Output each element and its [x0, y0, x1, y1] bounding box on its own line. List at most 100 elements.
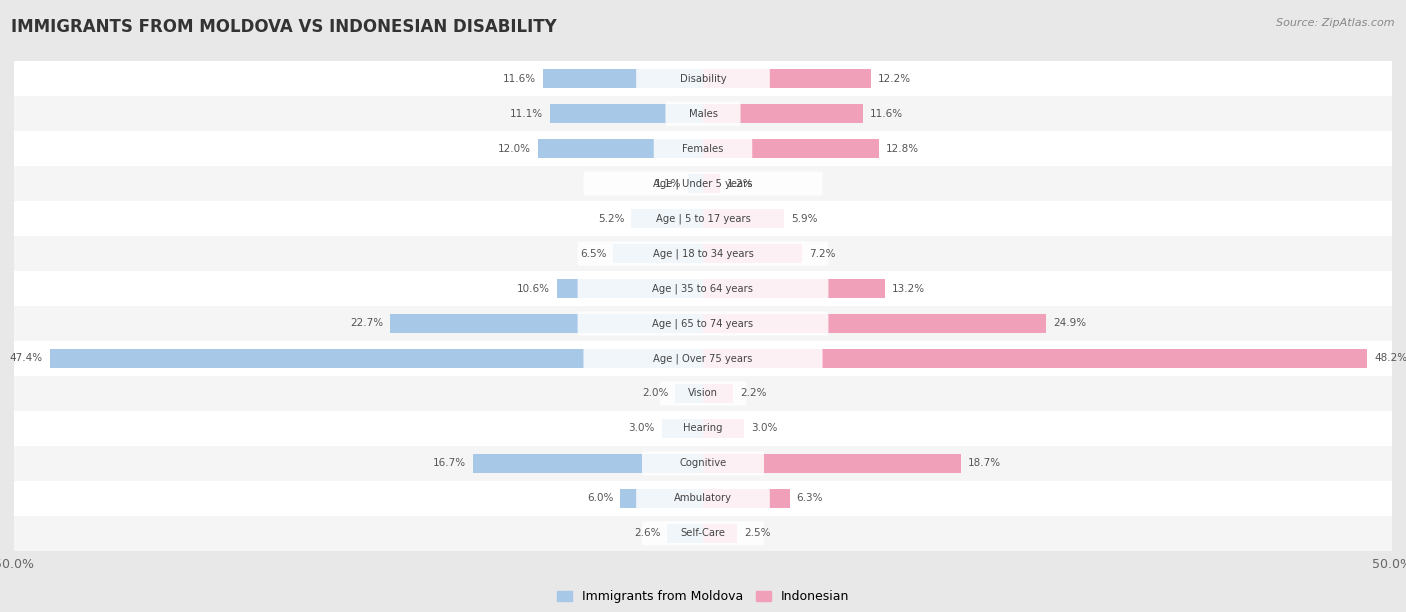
Bar — [391, 314, 703, 333]
Bar — [703, 174, 720, 193]
Bar — [631, 209, 703, 228]
Legend: Immigrants from Moldova, Indonesian: Immigrants from Moldova, Indonesian — [553, 585, 853, 608]
Bar — [703, 104, 863, 123]
Bar — [703, 349, 1367, 368]
Text: 11.6%: 11.6% — [870, 109, 903, 119]
FancyBboxPatch shape — [0, 306, 1406, 341]
Bar — [703, 244, 803, 263]
Text: 6.3%: 6.3% — [797, 493, 823, 503]
Text: Source: ZipAtlas.com: Source: ZipAtlas.com — [1277, 18, 1395, 28]
Text: 2.5%: 2.5% — [744, 528, 770, 539]
Text: 12.2%: 12.2% — [877, 73, 911, 84]
Bar — [675, 384, 703, 403]
Text: Age | 5 to 17 years: Age | 5 to 17 years — [655, 214, 751, 224]
Text: 2.0%: 2.0% — [643, 389, 669, 398]
FancyBboxPatch shape — [0, 96, 1406, 131]
Text: Age | Over 75 years: Age | Over 75 years — [654, 353, 752, 364]
Text: 1.1%: 1.1% — [654, 179, 681, 188]
Text: 11.6%: 11.6% — [503, 73, 536, 84]
FancyBboxPatch shape — [0, 411, 1406, 446]
Bar — [620, 489, 703, 508]
FancyBboxPatch shape — [665, 102, 741, 125]
FancyBboxPatch shape — [583, 171, 823, 196]
FancyBboxPatch shape — [654, 136, 752, 161]
Bar — [703, 453, 960, 473]
Text: 48.2%: 48.2% — [1374, 354, 1406, 364]
Text: 12.8%: 12.8% — [886, 144, 920, 154]
FancyBboxPatch shape — [659, 381, 747, 406]
Text: 1.2%: 1.2% — [727, 179, 754, 188]
Text: Ambulatory: Ambulatory — [673, 493, 733, 503]
FancyBboxPatch shape — [654, 416, 752, 441]
Text: Age | 35 to 64 years: Age | 35 to 64 years — [652, 283, 754, 294]
FancyBboxPatch shape — [643, 521, 763, 545]
FancyBboxPatch shape — [578, 242, 828, 266]
Bar — [703, 489, 790, 508]
FancyBboxPatch shape — [0, 516, 1406, 551]
FancyBboxPatch shape — [578, 312, 828, 335]
Text: 3.0%: 3.0% — [751, 424, 778, 433]
FancyBboxPatch shape — [0, 271, 1406, 306]
FancyBboxPatch shape — [583, 346, 823, 370]
Text: 12.0%: 12.0% — [498, 144, 531, 154]
Bar — [472, 453, 703, 473]
Text: Age | 18 to 34 years: Age | 18 to 34 years — [652, 248, 754, 259]
Text: 24.9%: 24.9% — [1053, 318, 1085, 329]
FancyBboxPatch shape — [0, 481, 1406, 516]
Text: Hearing: Hearing — [683, 424, 723, 433]
Text: 18.7%: 18.7% — [967, 458, 1001, 468]
Text: 11.1%: 11.1% — [510, 109, 543, 119]
FancyBboxPatch shape — [0, 341, 1406, 376]
Bar — [557, 279, 703, 298]
Text: Females: Females — [682, 144, 724, 154]
FancyBboxPatch shape — [0, 376, 1406, 411]
Bar — [703, 209, 785, 228]
Bar — [703, 384, 734, 403]
FancyBboxPatch shape — [0, 201, 1406, 236]
Text: Vision: Vision — [688, 389, 718, 398]
Text: 10.6%: 10.6% — [517, 283, 550, 294]
Bar — [543, 69, 703, 88]
FancyBboxPatch shape — [0, 131, 1406, 166]
Bar — [703, 419, 744, 438]
Text: Age | Under 5 years: Age | Under 5 years — [654, 178, 752, 189]
Bar — [688, 174, 703, 193]
Bar — [703, 69, 872, 88]
FancyBboxPatch shape — [578, 277, 828, 300]
Text: 16.7%: 16.7% — [433, 458, 465, 468]
FancyBboxPatch shape — [0, 236, 1406, 271]
FancyBboxPatch shape — [0, 166, 1406, 201]
Text: 7.2%: 7.2% — [808, 248, 835, 258]
Text: 13.2%: 13.2% — [891, 283, 925, 294]
Text: Cognitive: Cognitive — [679, 458, 727, 468]
Text: 6.5%: 6.5% — [581, 248, 606, 258]
Text: 2.2%: 2.2% — [740, 389, 766, 398]
Bar — [668, 524, 703, 543]
Text: 5.2%: 5.2% — [598, 214, 624, 223]
Bar — [662, 419, 703, 438]
Text: Disability: Disability — [679, 73, 727, 84]
Text: 2.6%: 2.6% — [634, 528, 661, 539]
Text: 47.4%: 47.4% — [10, 354, 44, 364]
FancyBboxPatch shape — [636, 67, 770, 91]
Text: 3.0%: 3.0% — [628, 424, 655, 433]
Bar — [703, 314, 1046, 333]
FancyBboxPatch shape — [636, 487, 770, 510]
Text: 22.7%: 22.7% — [350, 318, 384, 329]
Text: 5.9%: 5.9% — [792, 214, 818, 223]
FancyBboxPatch shape — [643, 451, 763, 476]
FancyBboxPatch shape — [0, 446, 1406, 481]
FancyBboxPatch shape — [0, 61, 1406, 96]
Text: Age | 65 to 74 years: Age | 65 to 74 years — [652, 318, 754, 329]
Text: Self-Care: Self-Care — [681, 528, 725, 539]
Bar — [49, 349, 703, 368]
Text: IMMIGRANTS FROM MOLDOVA VS INDONESIAN DISABILITY: IMMIGRANTS FROM MOLDOVA VS INDONESIAN DI… — [11, 18, 557, 36]
Bar — [613, 244, 703, 263]
Text: 6.0%: 6.0% — [588, 493, 613, 503]
FancyBboxPatch shape — [583, 206, 823, 231]
Bar — [537, 139, 703, 159]
Bar — [703, 139, 879, 159]
Bar — [703, 279, 884, 298]
Text: Males: Males — [689, 109, 717, 119]
Bar — [550, 104, 703, 123]
